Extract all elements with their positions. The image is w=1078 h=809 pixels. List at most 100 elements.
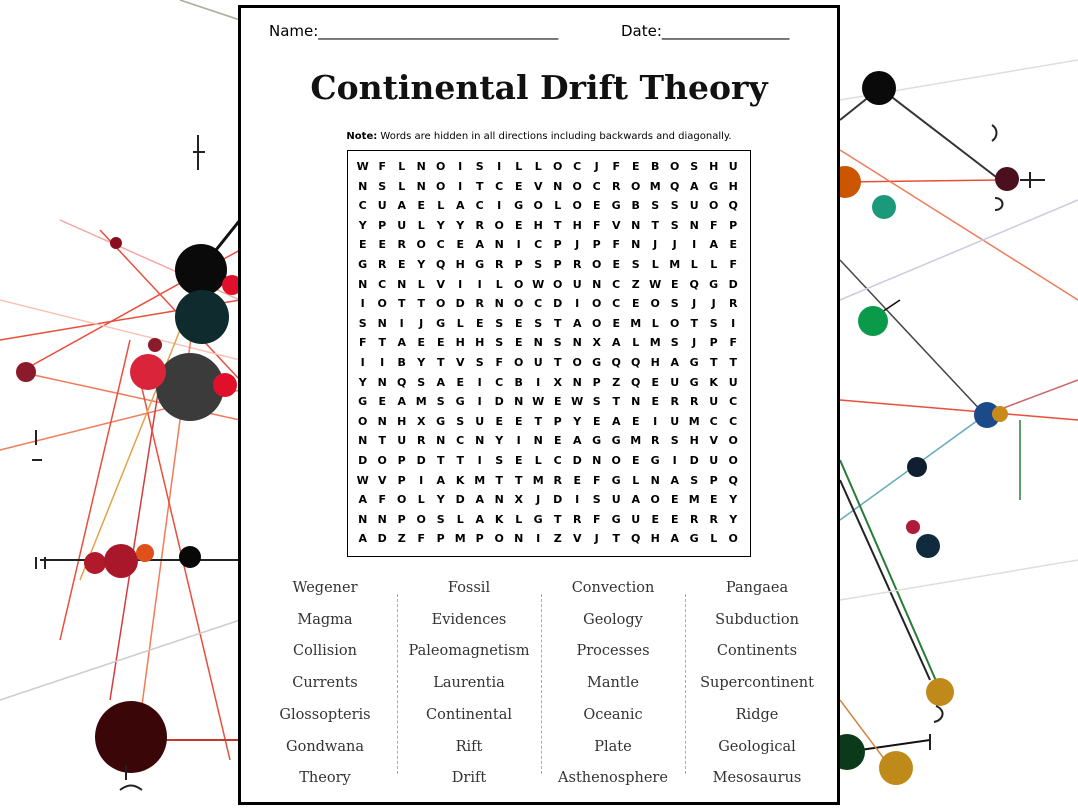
grid-letter[interactable]: O bbox=[572, 179, 582, 193]
grid-letter[interactable]: M bbox=[649, 336, 661, 350]
grid-letter[interactable]: S bbox=[495, 316, 504, 330]
grid-letter[interactable]: D bbox=[455, 493, 465, 507]
grid-letter[interactable]: U bbox=[631, 512, 641, 526]
grid-letter[interactable]: E bbox=[514, 316, 523, 330]
grid-letter[interactable]: N bbox=[650, 473, 660, 487]
grid-letter[interactable]: S bbox=[690, 473, 699, 487]
grid-letter[interactable]: H bbox=[650, 356, 660, 369]
grid-letter[interactable]: S bbox=[651, 199, 660, 213]
grid-letter[interactable]: G bbox=[533, 512, 543, 526]
grid-letter[interactable]: B bbox=[514, 375, 523, 389]
grid-letter[interactable]: N bbox=[592, 277, 602, 291]
grid-letter[interactable]: N bbox=[631, 218, 641, 232]
grid-letter[interactable]: T bbox=[729, 356, 737, 369]
grid-letter[interactable]: T bbox=[651, 218, 659, 232]
grid-letter[interactable]: G bbox=[650, 454, 660, 467]
grid-letter[interactable]: F bbox=[592, 218, 601, 232]
grid-letter[interactable]: I bbox=[497, 199, 502, 213]
grid-letter[interactable]: I bbox=[516, 434, 521, 448]
grid-letter[interactable]: R bbox=[377, 258, 387, 271]
grid-letter[interactable]: P bbox=[729, 218, 738, 232]
grid-letter[interactable]: H bbox=[572, 218, 582, 232]
grid-letter[interactable]: Q bbox=[631, 356, 641, 369]
grid-letter[interactable]: L bbox=[710, 258, 718, 271]
grid-letter[interactable]: M bbox=[474, 473, 486, 487]
grid-letter[interactable]: O bbox=[436, 179, 446, 193]
grid-letter[interactable]: H bbox=[689, 434, 699, 448]
grid-letter[interactable]: P bbox=[397, 473, 406, 487]
grid-letter[interactable]: N bbox=[358, 179, 368, 193]
grid-letter[interactable]: S bbox=[475, 356, 484, 369]
grid-letter[interactable]: J bbox=[575, 238, 580, 252]
grid-letter[interactable]: G bbox=[689, 532, 699, 546]
grid-letter[interactable]: O bbox=[592, 316, 602, 330]
grid-letter[interactable]: D bbox=[572, 454, 582, 467]
grid-letter[interactable]: P bbox=[709, 336, 718, 350]
grid-letter[interactable]: I bbox=[653, 414, 658, 428]
grid-letter[interactable]: O bbox=[553, 277, 563, 291]
grid-letter[interactable]: G bbox=[611, 199, 621, 213]
grid-letter[interactable]: C bbox=[436, 238, 445, 252]
grid-letter[interactable]: R bbox=[709, 512, 718, 526]
grid-letter[interactable]: M bbox=[688, 493, 700, 507]
grid-letter[interactable]: M bbox=[649, 179, 661, 193]
grid-letter[interactable]: A bbox=[475, 512, 484, 526]
grid-letter[interactable]: S bbox=[670, 336, 679, 350]
grid-letter[interactable]: S bbox=[495, 336, 504, 350]
grid-letter[interactable]: Z bbox=[631, 277, 640, 291]
grid-letter[interactable]: E bbox=[378, 238, 386, 252]
grid-letter[interactable]: L bbox=[515, 160, 523, 173]
grid-letter[interactable]: L bbox=[632, 473, 640, 487]
grid-letter[interactable]: N bbox=[631, 395, 641, 409]
grid-letter[interactable]: E bbox=[417, 336, 425, 350]
grid-letter[interactable]: C bbox=[612, 277, 621, 291]
grid-letter[interactable]: A bbox=[436, 473, 445, 487]
grid-letter[interactable]: O bbox=[377, 454, 387, 467]
grid-letter[interactable]: G bbox=[592, 356, 602, 369]
grid-letter[interactable]: Q bbox=[631, 532, 641, 546]
grid-letter[interactable]: D bbox=[377, 532, 387, 546]
grid-letter[interactable]: Z bbox=[397, 532, 406, 546]
grid-letter[interactable]: E bbox=[378, 395, 386, 409]
grid-letter[interactable]: U bbox=[709, 454, 719, 467]
grid-letter[interactable]: U bbox=[377, 199, 387, 213]
grid-letter[interactable]: B bbox=[397, 356, 406, 369]
grid-letter[interactable]: N bbox=[377, 316, 387, 330]
grid-letter[interactable]: E bbox=[514, 218, 523, 232]
grid-letter[interactable]: G bbox=[358, 258, 368, 271]
grid-letter[interactable]: R bbox=[416, 434, 426, 448]
grid-letter[interactable]: A bbox=[572, 316, 582, 330]
grid-letter[interactable]: I bbox=[380, 356, 385, 369]
grid-letter[interactable]: N bbox=[358, 434, 368, 448]
grid-letter[interactable]: Y bbox=[417, 356, 426, 369]
grid-letter[interactable]: F bbox=[495, 356, 503, 369]
grid-letter[interactable]: M bbox=[630, 434, 642, 448]
grid-letter[interactable]: L bbox=[651, 258, 659, 271]
grid-letter[interactable]: T bbox=[553, 356, 562, 369]
grid-letter[interactable]: E bbox=[475, 316, 484, 330]
grid-letter[interactable]: Q bbox=[728, 199, 738, 213]
grid-letter[interactable]: C bbox=[475, 199, 484, 213]
name-field-label[interactable]: Name:________________________________ bbox=[269, 22, 559, 40]
grid-letter[interactable]: I bbox=[477, 375, 482, 389]
grid-letter[interactable]: H bbox=[728, 179, 738, 193]
grid-letter[interactable]: G bbox=[592, 434, 602, 448]
grid-letter[interactable]: I bbox=[497, 160, 502, 173]
grid-letter[interactable]: T bbox=[436, 356, 445, 369]
grid-letter[interactable]: Q bbox=[611, 356, 621, 369]
grid-letter[interactable]: T bbox=[436, 454, 445, 467]
grid-letter[interactable]: E bbox=[553, 395, 562, 409]
grid-letter[interactable]: X bbox=[592, 336, 601, 350]
grid-letter[interactable]: M bbox=[415, 395, 427, 409]
grid-letter[interactable]: A bbox=[397, 395, 406, 409]
grid-letter[interactable]: W bbox=[532, 395, 545, 409]
grid-letter[interactable]: E bbox=[612, 258, 620, 271]
grid-letter[interactable]: H bbox=[533, 218, 543, 232]
grid-letter[interactable]: G bbox=[709, 179, 719, 193]
grid-letter[interactable]: C bbox=[573, 160, 582, 173]
grid-letter[interactable]: Q bbox=[397, 375, 407, 389]
grid-letter[interactable]: O bbox=[572, 356, 582, 369]
grid-letter[interactable]: D bbox=[553, 493, 563, 507]
grid-letter[interactable]: P bbox=[709, 473, 718, 487]
grid-letter[interactable]: I bbox=[477, 454, 482, 467]
